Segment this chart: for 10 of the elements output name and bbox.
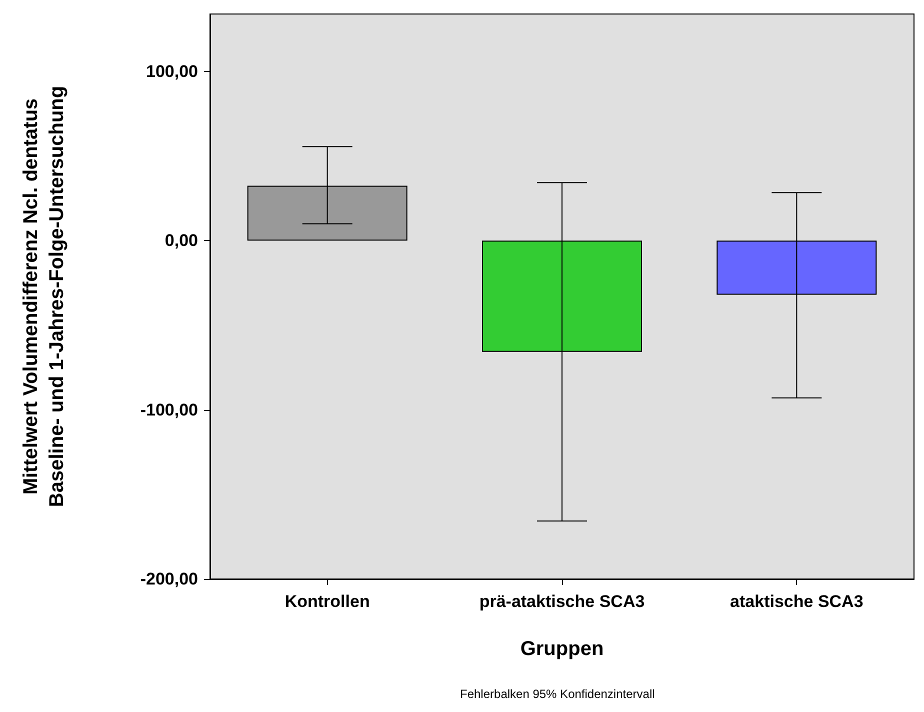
y-tick-label: -100,00	[140, 400, 198, 420]
y-tick-label: 0,00	[164, 231, 198, 250]
x-tick-label: Kontrollen	[284, 592, 370, 611]
x-tick-label: prä-ataktische SCA3	[479, 592, 645, 611]
y-axis-title: Mittelwert Volumendifferenz Ncl. dentatus Baseline- und 1-Jahres-Folge-Untersuchung	[20, 86, 68, 508]
text: Fehlerbalken 95% Konfidenzintervall	[460, 687, 655, 701]
x-axis-title: Gruppen	[520, 638, 604, 660]
y-tick-label: -200,00	[140, 570, 198, 588]
x-tick-label: ataktische SCA3	[730, 592, 864, 611]
y-tick-label: 100,00	[146, 62, 198, 82]
